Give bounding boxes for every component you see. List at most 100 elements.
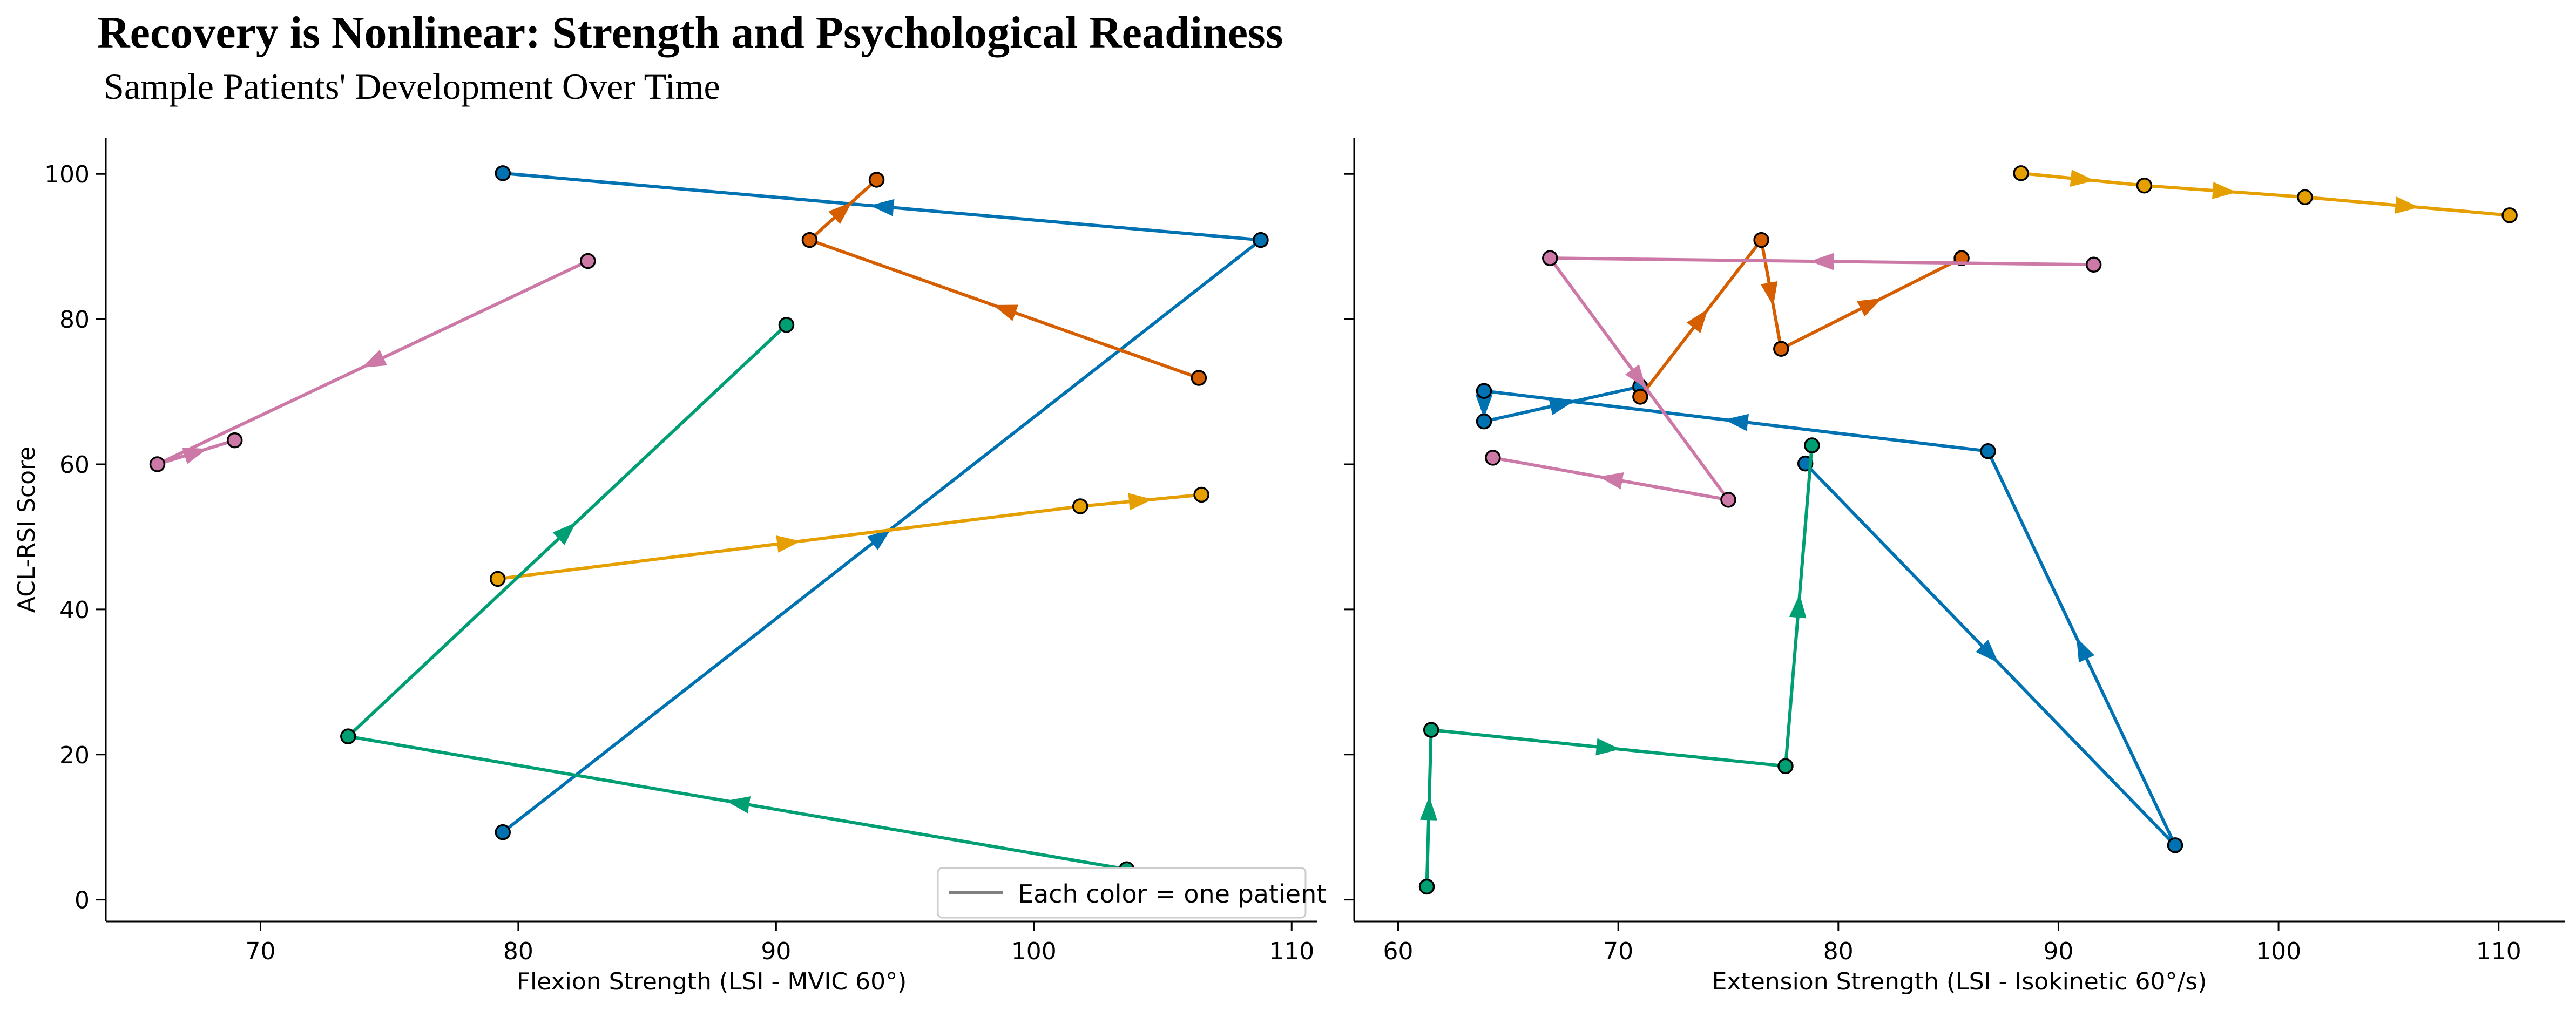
series-path-1 [1475, 378, 2183, 853]
direction-arrow [1724, 414, 1749, 431]
data-point [1423, 722, 1439, 738]
data-point [1476, 383, 1492, 399]
data-point [1253, 232, 1269, 248]
x-tick-label: 90 [2043, 938, 2073, 965]
data-point [1191, 370, 1207, 386]
chart-subtitle: Sample Patients' Development Over Time [104, 66, 720, 107]
direction-arrow [2212, 181, 2237, 199]
legend-box [937, 867, 1307, 919]
data-point [226, 432, 243, 449]
data-point [1476, 413, 1492, 430]
data-point [495, 824, 511, 840]
data-point [1485, 450, 1501, 466]
direction-arrow [362, 349, 387, 368]
direction-arrow [2395, 196, 2419, 214]
y-axis-label: ACL-RSI Score [13, 446, 40, 613]
direction-arrow [1549, 398, 1574, 415]
x-axis-label: Extension Strength (LSI - Isokinetic 60°… [1712, 968, 2207, 995]
x-tick-label: 90 [761, 938, 791, 965]
chart-title: Recovery is Nonlinear: Strength and Psyc… [97, 8, 1283, 58]
direction-arrow [870, 199, 895, 216]
direction-arrow [828, 202, 852, 225]
data-point [340, 728, 356, 744]
x-axis-label: Flexion Strength (LSI - MVIC 60°) [517, 968, 907, 995]
series-line [808, 178, 1200, 379]
direction-arrow [776, 535, 801, 553]
left-panel-flexion: 70 80 90 100 110 0 20 40 60 80 100 Flexion Strength… [13, 138, 1317, 995]
direction-arrow [1625, 364, 1646, 389]
data-point [1980, 443, 1996, 459]
direction-arrow [1857, 298, 1882, 317]
series-path-2 [489, 486, 1209, 587]
data-point [1632, 389, 1648, 405]
data-point [2297, 189, 2313, 205]
series-path-3 [1418, 437, 1820, 895]
direction-arrow [1599, 472, 1624, 490]
direction-arrow [1419, 796, 1437, 821]
legend: Each color = one patient [937, 867, 1326, 919]
data-point [495, 165, 511, 181]
data-point [1418, 878, 1435, 895]
direction-arrow [1595, 738, 1620, 756]
data-point [2085, 256, 2102, 273]
data-point [1072, 498, 1088, 514]
legend-label: Each color = one patient [1018, 879, 1326, 909]
x-tick-label: 100 [1011, 938, 1057, 965]
x-tick-label: 70 [245, 938, 275, 965]
series-path-3 [340, 317, 1135, 877]
direction-arrow [867, 528, 891, 551]
direction-arrow [552, 522, 576, 545]
series-line [502, 171, 1262, 833]
data-point [1193, 486, 1209, 503]
x-tick-label: 110 [1269, 938, 1314, 965]
data-point [1753, 232, 1769, 248]
series-line [346, 323, 1127, 871]
direction-arrow [1128, 493, 1153, 511]
data-point [149, 456, 166, 472]
data-point [778, 317, 795, 333]
data-point [580, 253, 596, 269]
direction-arrow [182, 448, 208, 464]
direction-arrow [993, 304, 1018, 321]
data-point [1777, 758, 1794, 775]
x-tick-label: 80 [1823, 938, 1854, 965]
right-panel-extension: 60 70 80 90 100 110 Extension Strength (LSI - … [1344, 138, 2565, 995]
direction-arrow [1686, 309, 1708, 333]
y-tick-label: 40 [59, 596, 90, 624]
y-tick-label: 0 [75, 887, 90, 914]
data-point [1773, 341, 1789, 357]
series-path-4 [1632, 232, 1970, 405]
data-point [1720, 492, 1736, 508]
x-tick-label: 60 [1383, 938, 1414, 965]
series-line [1425, 445, 1814, 887]
data-point [489, 571, 506, 587]
y-tick-label: 80 [59, 306, 90, 334]
data-point [2501, 207, 2518, 223]
series-path-5 [1485, 250, 2102, 508]
direction-arrow [1976, 640, 1999, 663]
y-tick-label: 20 [59, 742, 90, 769]
x-tick-label: 100 [2256, 938, 2301, 965]
direction-arrow [726, 796, 751, 814]
y-tick-label: 100 [44, 161, 90, 188]
direction-arrow [2070, 170, 2095, 187]
direction-arrow [1760, 281, 1778, 307]
x-tick-label: 80 [503, 938, 533, 965]
series-path-5 [149, 253, 596, 472]
series-path-2 [2013, 165, 2518, 223]
data-point [868, 172, 885, 188]
data-point [801, 232, 818, 248]
series-line [2020, 171, 2510, 217]
series-line [1492, 256, 2094, 501]
y-tick-label: 60 [59, 451, 90, 479]
series-path-1 [495, 165, 1269, 840]
direction-arrow [1475, 394, 1493, 418]
data-point [1804, 437, 1820, 453]
series-line [497, 493, 1202, 581]
series-line [1482, 385, 2177, 847]
data-point [2136, 177, 2153, 194]
data-point [2013, 165, 2029, 181]
direction-arrow [1789, 594, 1807, 619]
direction-arrow [2076, 637, 2095, 663]
